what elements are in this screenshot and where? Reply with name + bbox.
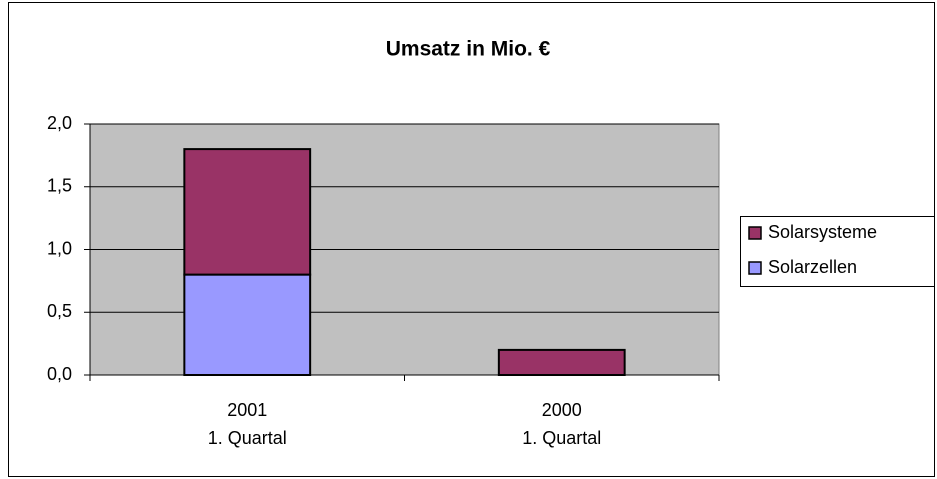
- y-tick-label: 2,0: [47, 113, 72, 133]
- bar-segment: [497, 348, 626, 376]
- bar-segment: [183, 148, 312, 276]
- y-tick-label: 1,5: [47, 176, 72, 196]
- x-tick-label: 2001: [227, 400, 267, 420]
- y-tick-label: 0,0: [47, 364, 72, 384]
- chart-title: Umsatz in Mio. €: [386, 38, 551, 61]
- x-tick-label: 2000: [542, 400, 582, 420]
- y-tick-label: 1,0: [47, 238, 72, 258]
- legend-swatch: [748, 261, 762, 275]
- y-tick-label: 0,5: [47, 301, 72, 321]
- x-tick-label: 1. Quartal: [522, 428, 601, 448]
- legend-swatch: [748, 226, 762, 240]
- bar-segment: [183, 273, 312, 377]
- legend-label: Solarzellen: [768, 257, 857, 277]
- legend-label: Solarsysteme: [768, 222, 877, 242]
- legend-box: [740, 216, 935, 287]
- x-tick-label: 1. Quartal: [208, 428, 287, 448]
